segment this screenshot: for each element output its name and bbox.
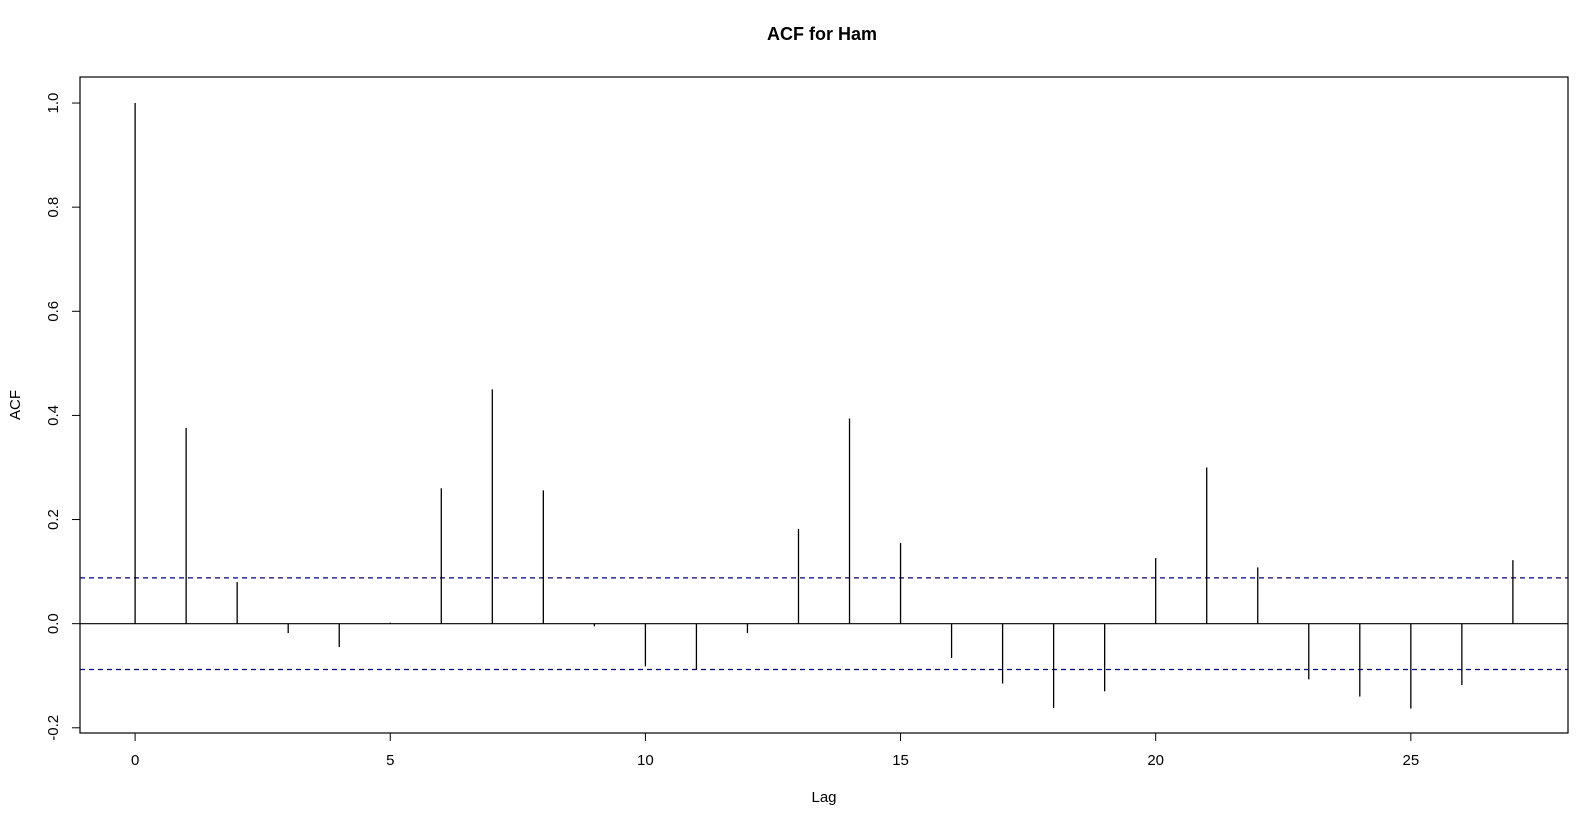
acf-spikes [134,103,1514,709]
chart-title: ACF for Ham [767,24,877,44]
y-tick-label: 1.0 [45,93,62,114]
x-tick-label: 10 [637,752,654,769]
plot-frame [79,76,1569,734]
y-tick-label: 0.2 [45,509,62,530]
x-tick-label: 0 [131,752,139,769]
x-axis-label: Lag [811,789,836,806]
x-axis: 0 5 10 15 20 25 [131,733,1419,769]
y-tick-label: 0.4 [45,405,62,426]
x-tick-label: 25 [1402,752,1419,769]
y-tick-label: 0.6 [45,301,62,322]
y-tick-label: 0.8 [45,197,62,218]
x-tick-label: 20 [1147,752,1164,769]
confidence-bands [80,577,1568,671]
x-tick-label: 15 [892,752,909,769]
y-axis: -0.2 0.0 0.2 0.4 0.6 0.8 1.0 [45,93,80,741]
y-tick-label: 0.0 [45,613,62,634]
x-tick-label: 5 [386,752,394,769]
y-tick-label: -0.2 [45,715,62,741]
y-axis-label: ACF [7,390,24,420]
